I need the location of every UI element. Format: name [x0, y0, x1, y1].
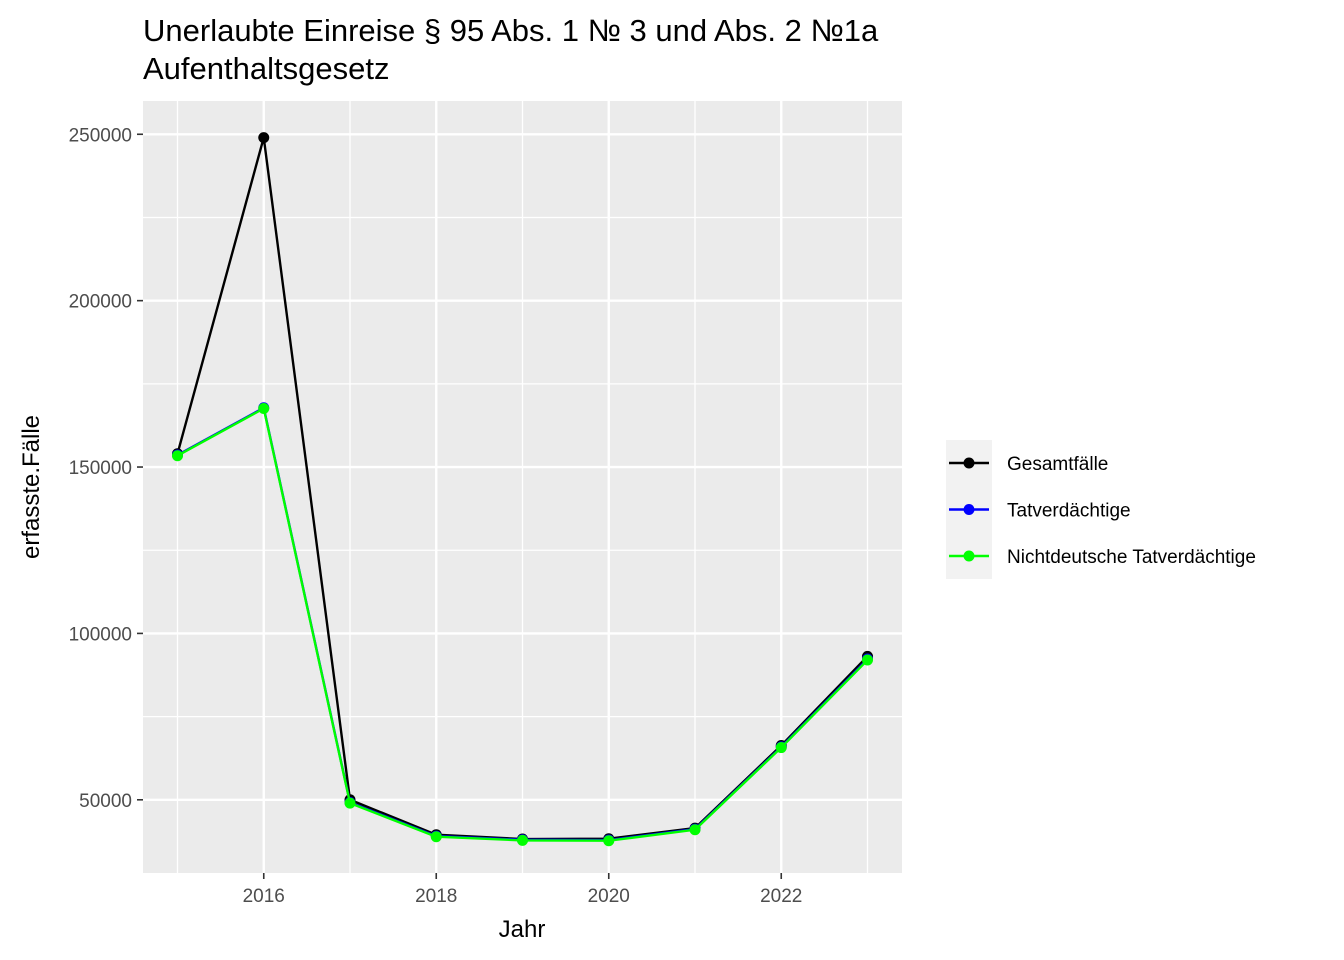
- series: [172, 402, 873, 847]
- data-point: [862, 654, 873, 666]
- legend-key-point: [963, 457, 975, 469]
- minor-gridlines: [143, 101, 902, 873]
- legend-label: Nichtdeutsche Tatverdächtige: [1007, 547, 1256, 568]
- x-tick-label: 2020: [588, 886, 630, 907]
- x-tick-label: 2016: [243, 886, 285, 907]
- data-point: [430, 831, 442, 843]
- data-point: [172, 450, 183, 462]
- legend-key-point: [963, 550, 975, 562]
- y-tick-label: 250000: [69, 125, 132, 146]
- data-point: [775, 742, 787, 754]
- legend-label: Tatverdächtige: [1007, 501, 1131, 522]
- legend-item: Gesamtfälle: [949, 454, 1108, 475]
- y-axis: 50000 100000 150000 200000 250000: [69, 125, 143, 812]
- major-gridlines: [143, 101, 902, 873]
- x-tick-label: 2018: [415, 886, 457, 907]
- legend-label: Gesamtfälle: [1007, 454, 1108, 475]
- data-point: [689, 824, 701, 836]
- chart-title-line-1: Unerlaubte Einreise § 95 Abs. 1 № 3 und …: [143, 13, 879, 48]
- y-tick-label: 150000: [69, 458, 132, 479]
- chart-title: Unerlaubte Einreise § 95 Abs. 1 № 3 und …: [143, 13, 879, 86]
- y-tick-label: 100000: [69, 624, 132, 645]
- series-layer: [172, 132, 873, 847]
- data-point: [603, 835, 615, 847]
- data-point: [258, 132, 270, 144]
- data-point: [258, 402, 270, 414]
- data-point: [517, 834, 528, 846]
- chart-title-line-2: Aufenthaltsgesetz: [143, 51, 389, 86]
- x-axis-title: Jahr: [499, 916, 546, 943]
- y-axis-title: erfasste.Fälle: [18, 415, 45, 559]
- data-point: [344, 797, 356, 809]
- legend-item: Nichtdeutsche Tatverdächtige: [949, 547, 1256, 568]
- legend-item: Tatverdächtige: [949, 501, 1131, 522]
- y-tick-label: 200000: [69, 292, 132, 313]
- y-tick-label: 50000: [79, 791, 132, 812]
- x-tick-label: 2022: [760, 886, 802, 907]
- legend: Gesamtfälle Tatverdächtige Nichtdeutsche T…: [946, 440, 1256, 579]
- legend-key-point: [963, 504, 975, 515]
- x-axis: 2016 2018 2020 2022: [243, 873, 802, 907]
